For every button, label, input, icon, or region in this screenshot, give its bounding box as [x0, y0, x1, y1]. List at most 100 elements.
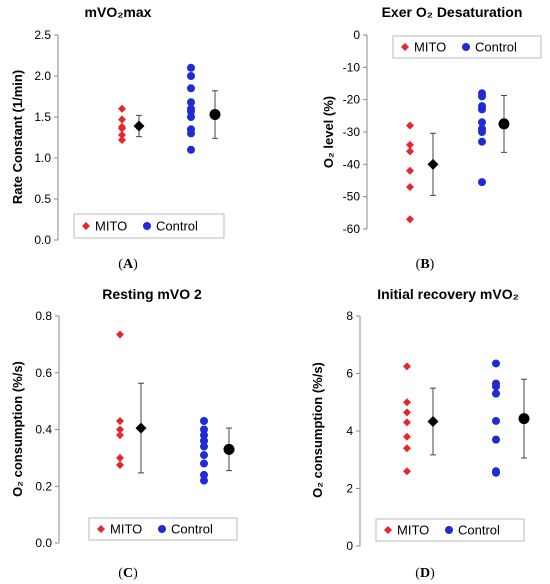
y-tick-label: 0.6 — [35, 366, 52, 380]
control-mean-marker — [209, 109, 221, 121]
mito-data-point — [116, 330, 124, 339]
legend: MITO Control — [88, 517, 238, 541]
legend-control-label: Control — [458, 523, 500, 538]
legend-mito-icon — [82, 222, 90, 230]
control-data-point — [492, 389, 500, 398]
control-mean-marker — [518, 413, 530, 425]
mito-data-point — [406, 140, 414, 149]
control-data-point — [187, 113, 195, 121]
mito-data-point — [116, 460, 124, 469]
legend-control-icon — [143, 222, 151, 230]
chart-title: Exer O₂ Desaturation — [382, 4, 523, 20]
y-tick-label: 0 — [346, 539, 353, 553]
mito-data-point — [406, 215, 414, 224]
y-tick-label: 0.0 — [35, 536, 52, 550]
mito-data-point — [403, 467, 411, 476]
y-tick-label: 0 — [353, 28, 360, 42]
control-data-point — [478, 118, 486, 127]
legend-mito-label: MITO — [95, 219, 127, 234]
control-data-point — [200, 416, 208, 425]
panel-b: Exer O₂ Desaturation O₂ level (%) 0 -10 -20 -… — [321, 4, 542, 272]
y-tick-label: 2.5 — [34, 28, 51, 42]
legend-control-label: Control — [171, 522, 213, 537]
mito-data-point — [406, 182, 414, 191]
y-tick-label: 1.0 — [34, 151, 51, 165]
legend-mito-icon — [401, 43, 409, 51]
y-axis-label: O₂ consumption (%/s) — [10, 361, 25, 497]
y-tick-label: -20 — [343, 93, 361, 107]
mito-data-point — [118, 135, 126, 144]
legend-control-label: Control — [156, 219, 198, 234]
panel-label: (B) — [416, 257, 435, 272]
control-mean-marker — [223, 443, 235, 455]
control-data-point — [492, 382, 500, 391]
control-data-point — [478, 105, 486, 114]
panel-label: (C) — [118, 566, 138, 581]
y-tick-label: 8 — [346, 309, 353, 323]
y-tick-label: 1.5 — [34, 110, 51, 124]
control-data-point — [187, 84, 195, 93]
mito-data-point — [116, 416, 124, 425]
legend: MITO Control — [392, 35, 542, 59]
mito-mean-marker — [133, 120, 145, 132]
y-tick-label: 0.5 — [34, 192, 51, 206]
control-data-point — [200, 476, 208, 485]
control-mean-marker — [498, 118, 510, 130]
y-tick-label: -10 — [343, 60, 361, 74]
mito-data-point — [116, 425, 124, 434]
control-data-point — [187, 98, 195, 107]
legend-control-icon — [462, 43, 470, 51]
mito-data-point — [118, 131, 126, 140]
legend-mito-label: MITO — [397, 523, 429, 538]
mito-data-point — [406, 147, 414, 156]
y-axis-label: O₂ consumption (%/s) — [310, 362, 325, 498]
mito-data-point — [406, 121, 414, 130]
mito-data-point — [118, 104, 126, 113]
y-tick-label: 6 — [346, 367, 353, 381]
panel-d: Initial recovery mVO₂ O₂ consumption (%/s… — [310, 286, 530, 581]
mito-data-point — [403, 362, 411, 371]
panel-a: mVO₂max Rate Constant (1/min) 0.0 0.5 1.0 1.5… — [10, 4, 225, 272]
panel-label: (D) — [415, 566, 435, 581]
legend: MITO Control — [375, 518, 525, 542]
control-data-point — [187, 145, 195, 154]
control-data-point — [492, 359, 500, 368]
y-tick-label: 0.4 — [35, 423, 52, 437]
y-axis-label: O₂ level (%) — [321, 96, 336, 168]
control-data-point — [492, 468, 500, 477]
panel-label: (A) — [118, 257, 138, 272]
legend: MITO Control — [73, 213, 225, 239]
mito-data-point — [116, 431, 124, 440]
y-tick-label: -30 — [343, 125, 361, 139]
mito-mean-marker — [427, 416, 439, 428]
control-data-point — [492, 416, 500, 425]
control-data-point — [478, 92, 486, 101]
y-tick-label: -60 — [343, 222, 361, 236]
control-data-point — [200, 436, 208, 445]
legend-control-icon — [445, 526, 453, 534]
control-data-point — [200, 470, 208, 479]
control-data-point — [200, 459, 208, 468]
mito-data-point — [403, 418, 411, 427]
y-tick-label: 2.0 — [34, 69, 51, 83]
panel-c: Resting mVO 2 O₂ consumption (%/s) 0.0 0.2 0… — [10, 286, 238, 581]
control-data-point — [200, 425, 208, 434]
legend-control-label: Control — [475, 40, 517, 55]
y-tick-label: 0.2 — [35, 479, 52, 493]
y-tick-label: -40 — [343, 157, 361, 171]
y-tick-label: 4 — [346, 424, 353, 438]
control-data-point — [200, 431, 208, 440]
control-data-point — [187, 129, 195, 138]
mito-mean-marker — [135, 422, 147, 434]
legend-mito-icon — [384, 526, 392, 534]
control-data-point — [187, 72, 195, 80]
control-data-point — [492, 435, 500, 444]
y-tick-label: 0.8 — [35, 309, 52, 323]
legend-mito-icon — [97, 525, 105, 533]
y-tick-label: 2 — [346, 482, 353, 496]
mito-data-point — [116, 453, 124, 462]
control-data-point — [478, 128, 486, 136]
control-data-point — [200, 442, 208, 451]
mito-data-point — [406, 166, 414, 175]
